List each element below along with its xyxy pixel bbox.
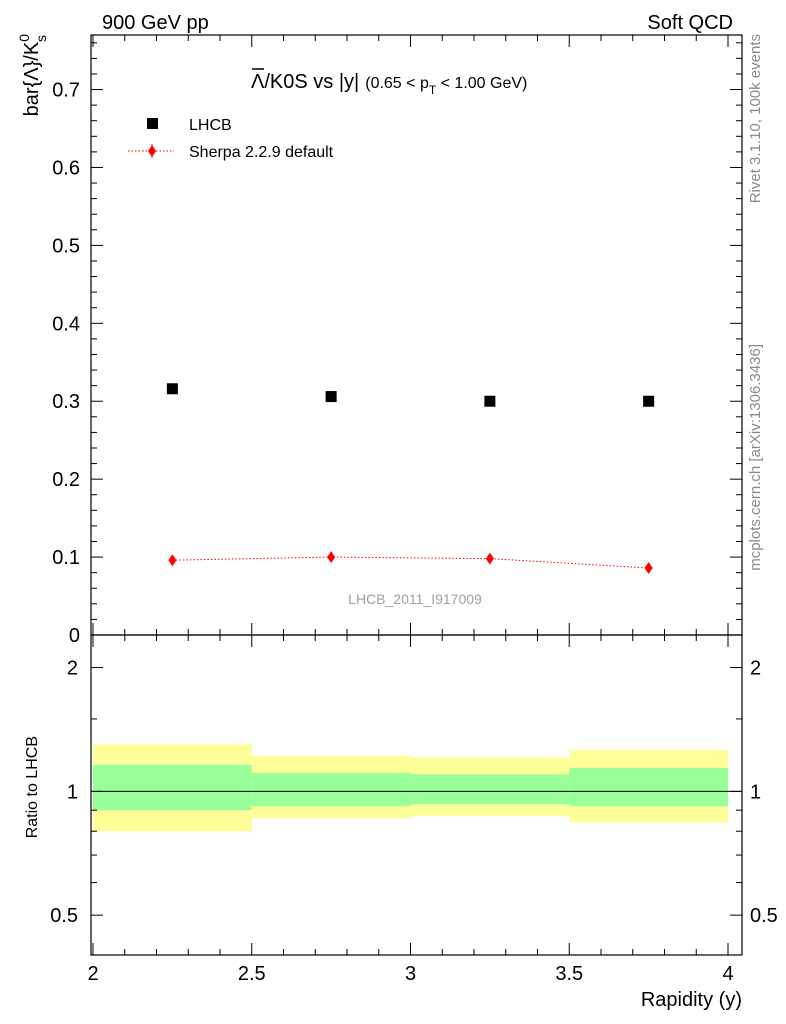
rivet-label: Rivet 3.1.10, 100k events [747, 34, 764, 203]
ratio-ytick-labels: 0.5 0.5 1 1 2 2 [50, 658, 778, 928]
ratio-panel: 0.5 0.5 1 1 2 2 2 2.5 3 3.5 4 Ratio to LHCB Rapid… [24, 634, 778, 1011]
ratio-inner-band [569, 767, 728, 807]
xtick-labels: 2 2.5 3 3.5 4 [87, 963, 733, 985]
legend-sherpa-marker [148, 145, 156, 157]
xtick-label: 3.5 [555, 963, 583, 985]
main-panel: 0 0.1 0.2 0.3 0.4 0.5 0.6 0.7 Λ/K0S vs |y| (0.65… [16, 34, 743, 647]
main-ylabel-sub: s [33, 35, 49, 42]
ratio-ylabel: Ratio to LHCB [24, 736, 41, 838]
xtick-label: 3 [405, 963, 416, 985]
title-rest: /K0S vs |y| [264, 71, 359, 93]
sherpa-point [168, 554, 177, 567]
ratio-inner-band [410, 774, 570, 805]
main-ylabel: bar{Λ}/K0s [16, 34, 49, 117]
ratio-ytick-label-right: 2 [750, 658, 761, 680]
main-ytick-label: 0 [69, 625, 80, 647]
ratio-ytick-label-right: 0.5 [750, 905, 778, 927]
legend-lhcb-marker [147, 118, 158, 129]
main-ylabel-text: bar{Λ}/K [21, 41, 43, 116]
main-ytick-label: 0.3 [52, 391, 80, 413]
lhcb-point [643, 395, 655, 407]
sherpa-point [485, 552, 494, 565]
main-ytick-labels: 0 0.1 0.2 0.3 0.4 0.5 0.6 0.7 [52, 80, 80, 647]
ratio-ytick-label-right: 1 [750, 781, 761, 803]
xlabel: Rapidity (y) [641, 989, 742, 1011]
ratio-ytick-label: 1 [67, 781, 78, 803]
main-ticks [91, 35, 742, 636]
header-right: Soft QCD [647, 12, 733, 34]
ratio-frame [90, 634, 743, 956]
ratio-ytick-label: 2 [67, 658, 78, 680]
legend-sherpa-label: Sherpa 2.2.9 default [189, 144, 334, 161]
ratio-ticks [91, 635, 742, 955]
title-cut-close: < 1.00 GeV) [436, 75, 527, 92]
legend-lhcb-label: LHCB [189, 117, 232, 134]
main-ytick-label: 0.4 [52, 313, 80, 335]
ratio-inner-band [251, 772, 411, 807]
title-cut: (0.65 < p [365, 75, 429, 92]
lhcb-point [166, 383, 178, 395]
main-ytick-label: 0.1 [52, 547, 80, 569]
lhcb-point [325, 391, 337, 403]
main-series [166, 383, 655, 574]
main-ylabel-sup: 0 [16, 34, 32, 42]
ratio-inner-band [93, 764, 252, 811]
main-ytick-label: 0.5 [52, 235, 80, 257]
analysis-watermark: LHCB_2011_I917009 [348, 591, 482, 607]
plot-title: Λ/K0S vs |y| (0.65 < pT < 1.00 GeV) [251, 68, 527, 97]
xtick-label: 2.5 [238, 963, 266, 985]
main-ytick-label: 0.2 [52, 469, 80, 491]
ratio-ytick-label: 0.5 [50, 905, 78, 927]
main-ytick-label: 0.6 [52, 157, 80, 179]
sherpa-point [644, 561, 653, 574]
title-lambda: Λ [251, 71, 265, 93]
header-left: 900 GeV pp [102, 12, 209, 34]
title-text: Λ/K0S vs |y| (0.65 < pT < 1.00 GeV) [251, 71, 527, 97]
ratio-bands [93, 744, 728, 832]
xtick-label: 2 [87, 963, 98, 985]
sherpa-point [327, 551, 336, 564]
title-cut-sub: T [429, 83, 437, 97]
sherpa-line [172, 556, 649, 569]
xtick-label: 4 [722, 963, 733, 985]
mcplots-label: mcplots.cern.ch [arXiv:1306.3436] [747, 344, 764, 571]
legend: LHCB Sherpa 2.2.9 default [128, 117, 334, 161]
main-ytick-label: 0.7 [52, 80, 80, 102]
lhcb-point [484, 395, 496, 407]
